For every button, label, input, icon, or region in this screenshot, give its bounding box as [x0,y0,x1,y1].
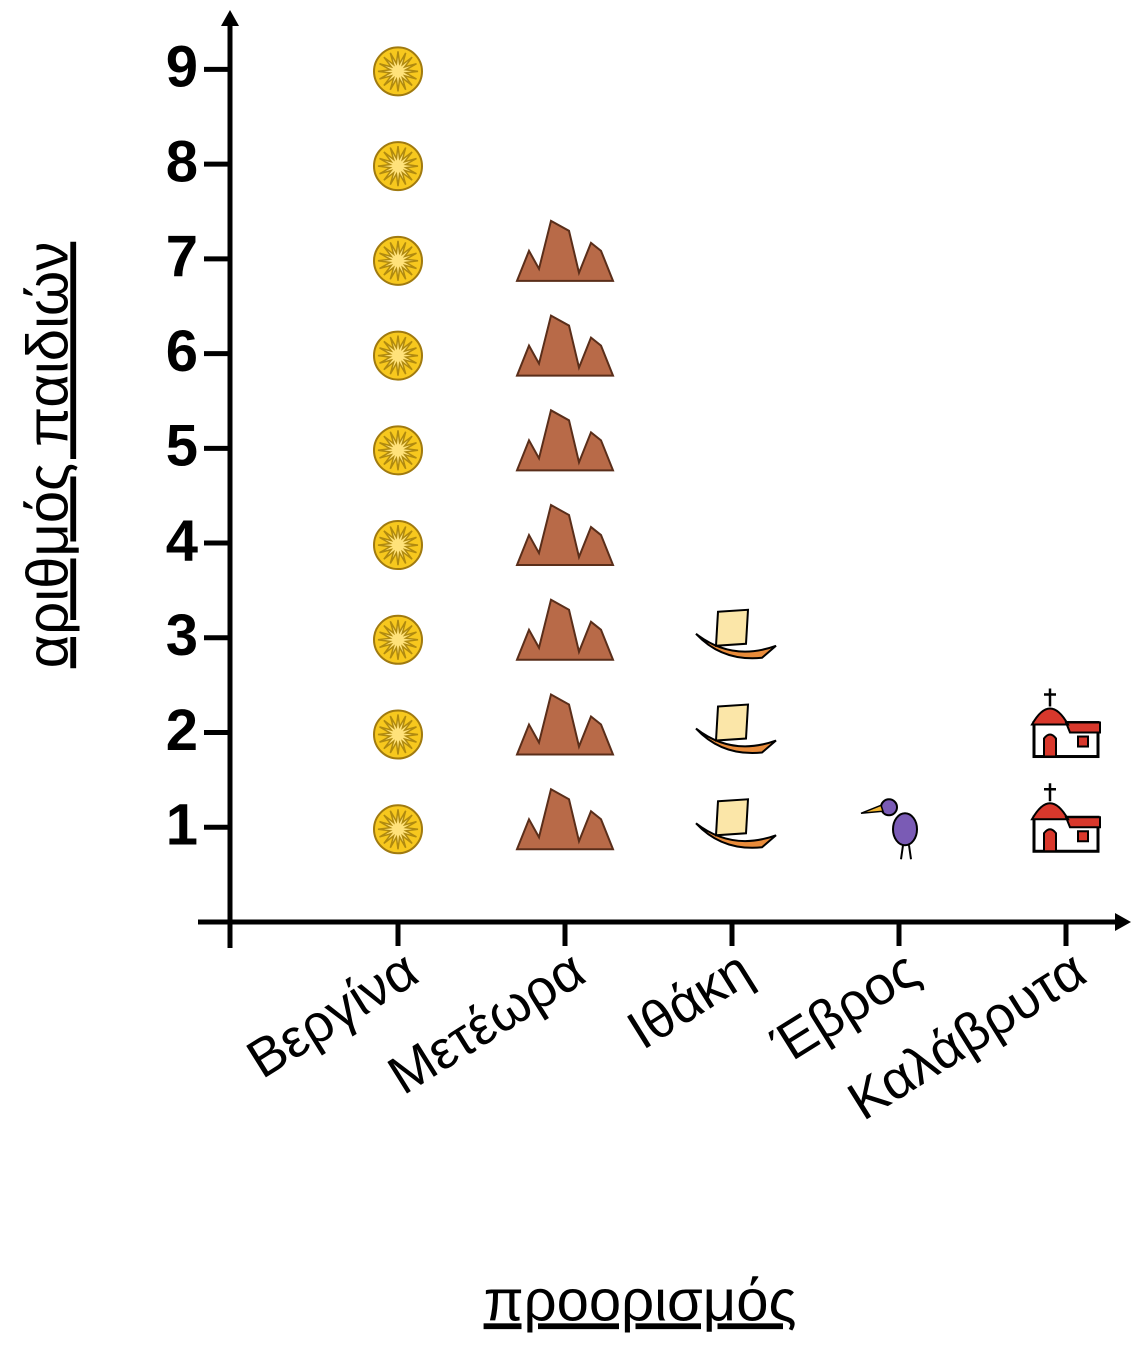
y-tick-label: 8 [166,129,198,194]
icon-star [377,335,419,376]
icon-roof [1030,707,1101,734]
icon-sail [714,703,750,742]
y-tick-label: 7 [166,224,198,289]
icon-column [1030,688,1101,853]
y-axis-arrow [221,10,239,26]
icon-star [377,714,419,755]
icon-column [515,219,615,851]
icon-roof [1030,802,1101,829]
y-tick-label: 6 [166,319,198,384]
icon [515,598,615,661]
icon-star [377,51,419,92]
icon [892,812,918,847]
x-axis-title: προορισμός [484,1268,797,1333]
icon-door [1043,828,1057,853]
y-tick-label: 4 [166,508,198,573]
icon-star [377,809,419,850]
icon [515,314,615,377]
icon-star [377,146,419,187]
icon-beak [860,804,885,815]
icon-star [377,619,419,660]
icon-column [373,46,423,855]
icon-column [860,798,918,860]
y-tick-label: 9 [166,35,198,100]
icon-window [1077,735,1089,748]
icon-legs [900,845,912,860]
icon [515,408,615,472]
icon-window [1077,830,1089,843]
icon-column [695,608,777,849]
icon-cross [1044,688,1056,707]
icon-sail [714,608,750,647]
x-axis-arrow [1115,913,1131,931]
icon-star [377,525,419,566]
y-tick-label: 5 [166,414,198,479]
icon-head [880,798,898,817]
icon [515,787,615,851]
icon [515,693,615,756]
icon [515,503,615,567]
icon-sail [714,798,750,837]
y-axis-title: αριθμός παιδιών [15,242,80,668]
icon-star [377,430,419,471]
icon [515,219,615,282]
icon-cross [1044,783,1056,802]
y-tick-label: 3 [166,603,198,668]
y-tick-label: 2 [166,698,198,763]
icon-star [377,240,419,281]
icon-door [1043,733,1057,758]
y-tick-label: 1 [166,793,198,858]
x-tick-label: Ιθάκη [617,939,762,1061]
